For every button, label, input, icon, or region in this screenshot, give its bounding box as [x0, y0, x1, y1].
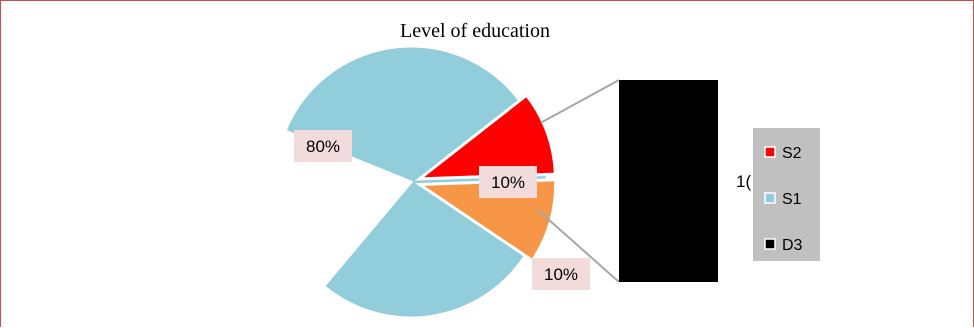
legend-label-s2: S2 [782, 145, 802, 162]
connector-line-top [540, 79, 620, 124]
legend-swatch-s2 [764, 146, 776, 158]
pie-slice-s2 [414, 93, 557, 181]
legend-swatch-s1 [764, 192, 776, 204]
data-label-s2: 10% [544, 265, 578, 284]
chart-title: Level of education [400, 20, 550, 42]
legend-label-s1: S1 [782, 191, 802, 208]
connector-line-bottom [536, 208, 620, 283]
secondary-bar [619, 80, 718, 282]
pie-slices [282, 44, 558, 320]
data-label-s1: 80% [306, 137, 340, 156]
secondary-bar-label: 1( [736, 172, 751, 191]
legend-box [753, 128, 820, 261]
data-labels: 80% 10% 10% [294, 130, 590, 290]
legend-swatch-d3 [764, 238, 776, 250]
legend-label-d3: D3 [782, 237, 803, 254]
legend: S2 S1 D3 [753, 128, 820, 261]
connector-lines [536, 79, 620, 283]
data-label-box-d3 [479, 166, 537, 198]
data-label-box-s2 [532, 258, 590, 290]
data-label-d3: 10% [491, 173, 525, 192]
data-label-box-s1 [294, 130, 352, 162]
